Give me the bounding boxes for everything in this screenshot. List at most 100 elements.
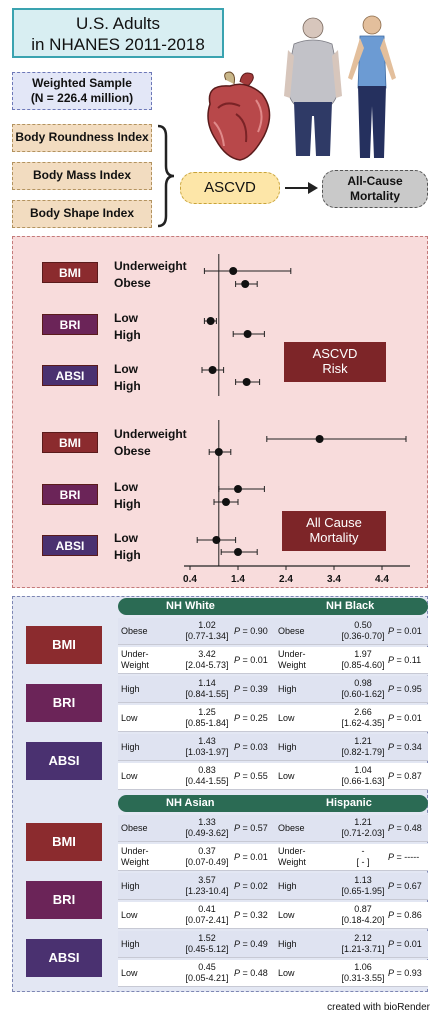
odds-ratio-value: 0.37 [198,846,216,856]
p-equals: = [394,684,405,694]
x-tick-label: 0.4 [183,574,197,585]
p-value-left: P = 0.01 [234,655,268,665]
p-value-right: P = 0.95 [388,684,422,694]
p-equals: = [394,881,405,891]
table-badge-bri: BRI [26,881,102,919]
confidence-interval: [0.05-4.21] [185,973,229,983]
x-tick-label: 3.4 [327,574,341,585]
p-equals: = [240,939,251,949]
confidence-interval: [0.18-4.20] [341,915,385,925]
study-title-box: U.S. Adults in NHANES 2011-2018 [12,8,224,58]
row-label-right: Obese [278,823,305,833]
row-label-right: High [278,939,297,949]
index-box-bri: Body Roundness Index [12,124,152,152]
sample-line-1: Weighted Sample [32,76,132,90]
p-value-right: P = 0.67 [388,881,422,891]
odds-ratio-left: 1.25 [0.85-1.84] [176,707,238,729]
p-equals: = [240,713,251,723]
p-value: 0.03 [250,742,268,752]
ascvd-point [242,378,251,386]
table-group-header: NH White NH Black [118,598,428,615]
confidence-interval: [0.07-0.49] [185,857,229,867]
p-value-left: P = 0.55 [234,771,268,781]
p-value: 0.39 [250,684,268,694]
ascvd-point [229,267,238,275]
p-equals: = [240,771,251,781]
p-value-left: P = 0.48 [234,968,268,978]
group-label-right: Hispanic [326,797,372,809]
forest-label-underweight: Underweight [114,259,187,273]
odds-ratio-value: 3.42 [198,649,216,659]
mortality-point [234,548,242,556]
confidence-interval: [0.65-1.95] [341,886,385,896]
confidence-interval: [ - ] [356,857,370,867]
group-label-left: NH White [166,600,215,612]
p-equals: = [394,742,405,752]
p-label: P [234,771,241,781]
odds-ratio-left: 1.14 [0.84-1.55] [176,678,238,700]
confidence-interval: [0.49-3.62] [185,828,229,838]
p-value-right: P = 0.93 [388,968,422,978]
confidence-interval: [0.60-1.62] [341,689,385,699]
p-equals: = [394,852,405,862]
forest-plot: 0.4 1.4 2.4 3.4 4.4 [183,254,410,585]
p-label: P [234,881,241,891]
arrow-right-icon [285,182,318,194]
table-row: High 1.14 [0.84-1.55] P = 0.39 High 0.98 [0.60… [118,676,428,703]
p-equals: = [240,881,251,891]
p-value: ----- [404,852,420,862]
odds-ratio-value: 1.04 [354,765,372,775]
odds-ratio-left: 1.43 [1.03-1.97] [176,736,238,758]
forest-label-high: High [114,497,141,511]
row-label-left: Obese [121,626,148,636]
row-label-left: High [121,684,140,694]
row-label-right: Under- Weight [278,846,306,867]
odds-ratio-value: 1.33 [198,817,216,827]
odds-ratio-left: 1.52 [0.45-5.12] [176,933,238,955]
row-label-left: Low [121,771,138,781]
mortality-line-1: All-Cause [347,174,403,188]
row-label-right: Under- Weight [278,649,306,670]
odds-ratio-value: 1.14 [198,678,216,688]
group-label-right: NH Black [326,600,375,612]
odds-ratio-value: 0.41 [198,904,216,914]
p-value: 0.95 [404,684,422,694]
footer-credit: created with bioRender [327,1002,430,1013]
p-label: P [388,823,395,833]
p-value: 0.32 [250,910,268,920]
odds-ratio-right: 1.21 [0.71-2.03] [332,817,394,839]
odds-ratio-value: 1.52 [198,933,216,943]
p-label: P [388,713,395,723]
odds-ratio-value: 1.97 [354,649,372,659]
p-label: P [234,684,241,694]
p-value: 0.87 [404,771,422,781]
p-value-left: P = 0.03 [234,742,268,752]
confidence-interval: [1.03-1.97] [185,747,229,757]
x-tick-label: 4.4 [375,574,389,585]
confidence-interval: [0.82-1.79] [341,747,385,757]
p-value-right: P = 0.87 [388,771,422,781]
odds-ratio-value: 1.21 [354,817,372,827]
index-box-bmi: Body Mass Index [12,162,152,190]
p-label: P [388,655,395,665]
table-row: Low 0.41 [0.07-2.41] P = 0.32 Low 0.87 [0.18-4… [118,902,428,929]
p-label: P [388,742,395,752]
x-tick-label: 1.4 [231,574,245,585]
forest-label-low: Low [114,362,138,376]
p-equals: = [240,910,251,920]
confidence-interval: [0.71-2.03] [341,828,385,838]
p-value-right: P = 0.11 [388,655,421,665]
p-value-left: P = 0.32 [234,910,268,920]
p-label: P [234,655,241,665]
row-label-right: High [278,881,297,891]
row-label-left: Low [121,968,138,978]
odds-ratio-right: 1.04 [0.66-1.63] [332,765,394,787]
odds-ratio-value: 0.50 [354,620,372,630]
p-label: P [388,626,395,636]
p-value-right: P = 0.01 [388,939,422,949]
confidence-interval: [0.85-1.84] [185,718,229,728]
table-badge-bmi: BMI [26,823,102,861]
sample-line-2: (N = 226.4 million) [30,91,134,105]
ascvd-risk-line-2: Risk [322,361,348,376]
row-label-left: Low [121,910,138,920]
